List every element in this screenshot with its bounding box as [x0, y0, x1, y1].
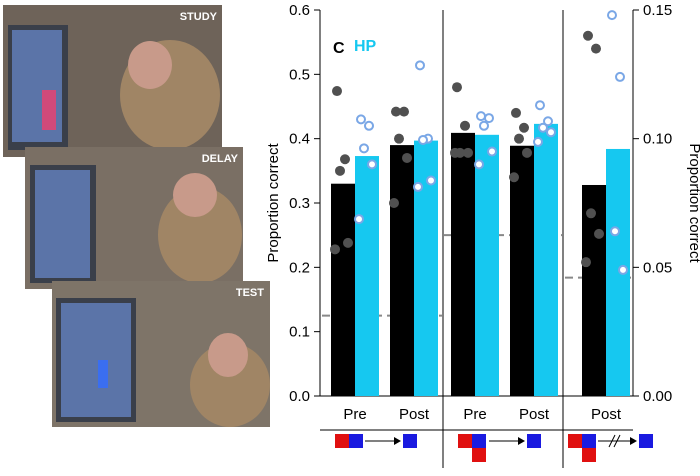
subject-point	[484, 113, 494, 124]
y2-tick-label: 0.15	[643, 2, 672, 19]
x-tick-label: Pre	[463, 406, 486, 423]
subject-point	[610, 226, 620, 237]
photo-delay: DELAY	[25, 147, 243, 289]
schematic	[335, 434, 653, 462]
subject-point	[511, 107, 521, 118]
subject-point	[586, 208, 596, 219]
subject-point	[607, 10, 617, 21]
subject-point	[474, 159, 484, 170]
photo-label: STUDY	[180, 11, 218, 23]
subject-point	[359, 143, 369, 154]
bar	[355, 156, 379, 396]
subject-point	[581, 257, 591, 268]
legend-entry: HP	[354, 38, 377, 55]
y2-tick-label: 0.10	[643, 131, 672, 148]
subject-point	[594, 228, 604, 239]
subject-point	[543, 116, 553, 127]
subject-point	[479, 120, 489, 131]
x-tick-label: Post	[519, 406, 550, 423]
x-tick-label: Pre	[343, 406, 366, 423]
bar	[510, 145, 534, 396]
subject-point	[367, 159, 377, 170]
subject-point	[514, 133, 524, 144]
subject-point	[364, 120, 374, 131]
y2-axis-label: Proportion correct	[686, 143, 700, 263]
subject-point	[389, 198, 399, 208]
subject-point	[452, 82, 462, 93]
y-tick-label: 0.3	[289, 195, 310, 212]
bar	[475, 134, 499, 396]
subject-point	[535, 100, 545, 111]
bar	[582, 184, 606, 396]
photo-label: DELAY	[202, 153, 239, 165]
subject-point	[538, 122, 548, 133]
subject-point	[618, 264, 628, 275]
subject-point	[418, 134, 428, 145]
subject-point	[340, 154, 350, 165]
subject-point	[343, 237, 353, 248]
subject-point	[356, 114, 366, 125]
subject-point	[463, 147, 473, 158]
subject-point	[522, 147, 532, 158]
bar	[534, 123, 558, 397]
subject-point	[476, 111, 486, 122]
subject-point	[391, 106, 401, 117]
subject-point	[330, 244, 340, 255]
subject-point	[394, 133, 404, 144]
subject-point	[335, 165, 345, 176]
subject-point	[450, 147, 460, 158]
bar	[390, 145, 414, 396]
y-tick-label: 0.5	[289, 66, 310, 83]
y2-tick-label: 0.00	[643, 388, 672, 405]
subject-point	[546, 127, 556, 138]
subject-point	[460, 120, 470, 131]
subject-point	[509, 172, 519, 183]
photo-test: TEST	[52, 281, 270, 427]
subject-point	[354, 214, 364, 225]
y-tick-label: 0.2	[289, 259, 310, 276]
y-tick-label: 0.6	[289, 2, 310, 19]
legend-entry: C	[333, 40, 345, 57]
photo-label: TEST	[236, 287, 264, 299]
x-tick-label: Post	[591, 406, 622, 423]
subject-point	[413, 181, 423, 192]
subject-point	[519, 122, 529, 133]
subject-point	[332, 86, 342, 97]
subject-point	[399, 106, 409, 117]
subject-point	[426, 175, 436, 186]
y-tick-label: 0.1	[289, 324, 310, 341]
bar	[331, 183, 355, 396]
subject-point	[487, 146, 497, 157]
subject-point	[591, 43, 601, 54]
subject-point	[402, 152, 412, 163]
x-tick-label: Post	[399, 406, 430, 423]
subject-point	[533, 136, 543, 147]
subject-point	[583, 30, 593, 41]
subject-point	[615, 71, 625, 82]
y-tick-label: 0.0	[289, 388, 310, 405]
y2-tick-label: 0.05	[643, 259, 672, 276]
y-axis-label: Proportion correct	[265, 143, 282, 263]
subject-point	[415, 60, 425, 71]
bar	[451, 132, 475, 397]
photo-study: STUDY	[3, 5, 222, 157]
y-tick-label: 0.4	[289, 131, 310, 148]
